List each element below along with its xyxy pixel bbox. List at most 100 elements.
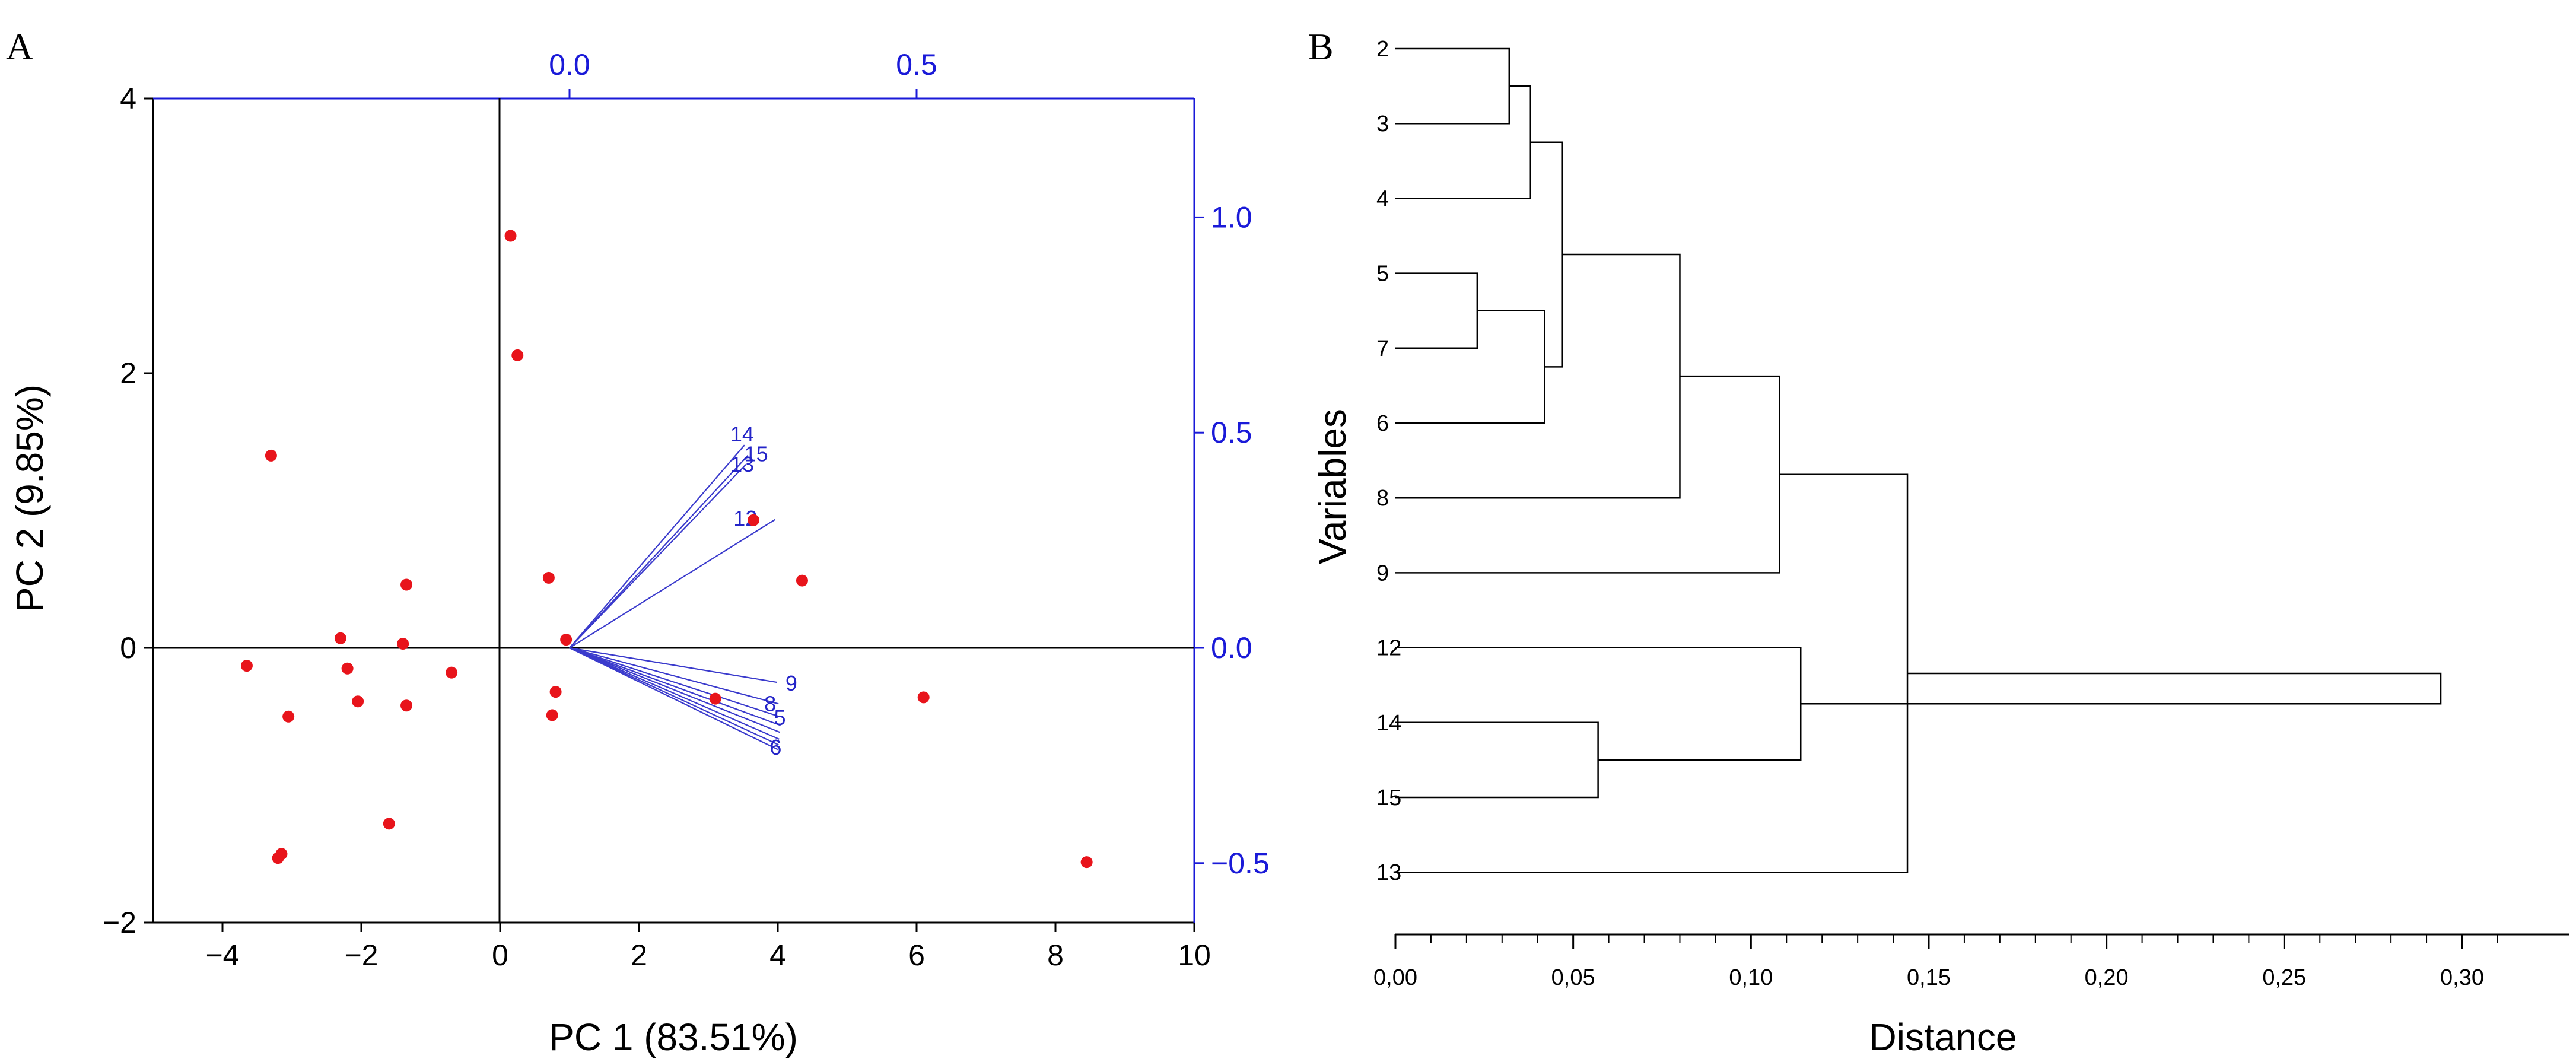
right-tick-label: 1.0 [1211,201,1252,234]
y-tick-label: 0 [120,631,136,664]
loading-label: 6 [769,735,781,759]
loading-vector [569,647,778,683]
dendrogram-link [1395,310,1545,424]
top-tick-label: 0.0 [549,48,590,81]
top-tick-label: 0.5 [896,48,937,81]
score-point [334,632,346,644]
score-point [446,666,458,679]
x-tick-label: −2 [344,939,378,972]
x-tick-label: 6 [908,939,925,972]
y-tick-label: −2 [103,906,136,939]
loading-label: 9 [785,671,797,695]
distance-tick-label: 0,30 [2440,965,2484,990]
loading-vector [569,647,778,751]
loading-vector [569,647,780,740]
loading-label: 14 [730,422,754,446]
dendrogram-link [1395,85,1531,199]
score-point [265,449,277,462]
distance-tick-label: 0,00 [1373,965,1417,990]
distance-tick-label: 0,15 [1907,965,1951,990]
dendrogram-link [1395,473,1909,873]
loading-vector [569,647,780,718]
score-point [352,695,364,708]
right-tick-label: −0.5 [1211,847,1270,880]
x-tick-label: 4 [769,939,786,972]
dendrogram-link [1530,141,1563,368]
loading-label: 8 [764,691,776,716]
loading-vector [569,444,745,648]
loading-label: 13 [730,452,754,476]
x-tick-label: 8 [1047,939,1064,972]
distance-tick-label: 0,20 [2085,965,2129,990]
y-tick-label: 4 [120,82,136,115]
variables-axis-label: Variables [1311,409,1354,564]
x-tick-label: −4 [205,939,239,972]
dendrogram-link [1395,47,1510,125]
score-points [240,230,1093,869]
distance-axis-ticks: 0,00 0,05 0,10 0,15 0,20 0,25 0,30 [1373,934,2498,990]
score-point [560,634,573,646]
x-tick-label: 0 [492,939,508,972]
score-point [400,578,413,591]
score-point [546,709,558,721]
score-point [240,660,253,672]
leaf-label: 3 [1376,112,1389,136]
dendrogram-link [1395,272,1478,349]
dendrogram-link [1395,375,1780,574]
leaf-label: 7 [1376,336,1389,361]
dendrogram-links [1395,47,2442,873]
pca-biplot: −4 −2 0 2 4 6 8 10 −2 0 2 4 0.0 0.5 −0.5 0.0 0.5 1.0 1… [8,48,1270,1058]
loading-label: 5 [774,705,785,730]
leaf-label: 5 [1376,262,1389,287]
score-point [397,638,409,650]
loading-vector [569,464,746,648]
distance-tick-label: 0,05 [1551,965,1595,990]
x-axis-ticks: −4 −2 0 2 4 6 8 10 [205,923,1211,972]
loading-vector [569,647,779,705]
loading-vector [569,454,749,648]
score-point [282,710,295,723]
secondary-y-axis-ticks: −0.5 0.0 0.5 1.0 [1194,201,1270,880]
leaf-label: 9 [1376,561,1389,586]
score-point [917,691,930,704]
score-point [748,514,760,526]
x-tick-label: 10 [1178,939,1211,972]
score-point [1080,856,1093,869]
panel-label-b: B [1308,26,1334,68]
score-point [504,230,517,242]
loading-vector [569,519,775,648]
score-point [709,692,721,705]
score-point [549,686,562,698]
y-axis-label: PC 2 (9.85%) [8,384,51,612]
score-point [341,662,354,675]
score-point [400,699,413,712]
right-tick-label: 0.0 [1211,631,1252,664]
loading-vector [569,647,779,746]
x-tick-label: 2 [631,939,647,972]
right-tick-label: 0.5 [1211,416,1252,449]
score-point [383,818,395,830]
score-point [511,349,524,361]
dendrogram-link [1395,253,1681,499]
y-axis-ticks: −2 0 2 4 [103,82,153,939]
leaf-label: 4 [1376,186,1389,211]
leaf-label: 8 [1376,486,1389,511]
panel-label-a: A [6,26,33,68]
secondary-x-axis-ticks: 0.0 0.5 [549,48,937,98]
loading-vector [569,647,781,726]
y-tick-label: 2 [120,357,136,390]
distance-tick-label: 0,25 [2262,965,2306,990]
score-point [796,574,808,587]
dendrogram-link [1801,672,2442,705]
dendrogram: 0,00 0,05 0,10 0,15 0,20 0,25 0,30 23457689121… [1311,37,2569,1058]
leaf-label: 6 [1376,411,1389,436]
score-point [272,852,284,864]
distance-axis-label: Distance [1869,1016,2017,1058]
score-point [542,571,555,584]
distance-tick-label: 0,10 [1729,965,1773,990]
dendrogram-link [1395,721,1599,799]
x-axis-label: PC 1 (83.51%) [549,1016,798,1058]
